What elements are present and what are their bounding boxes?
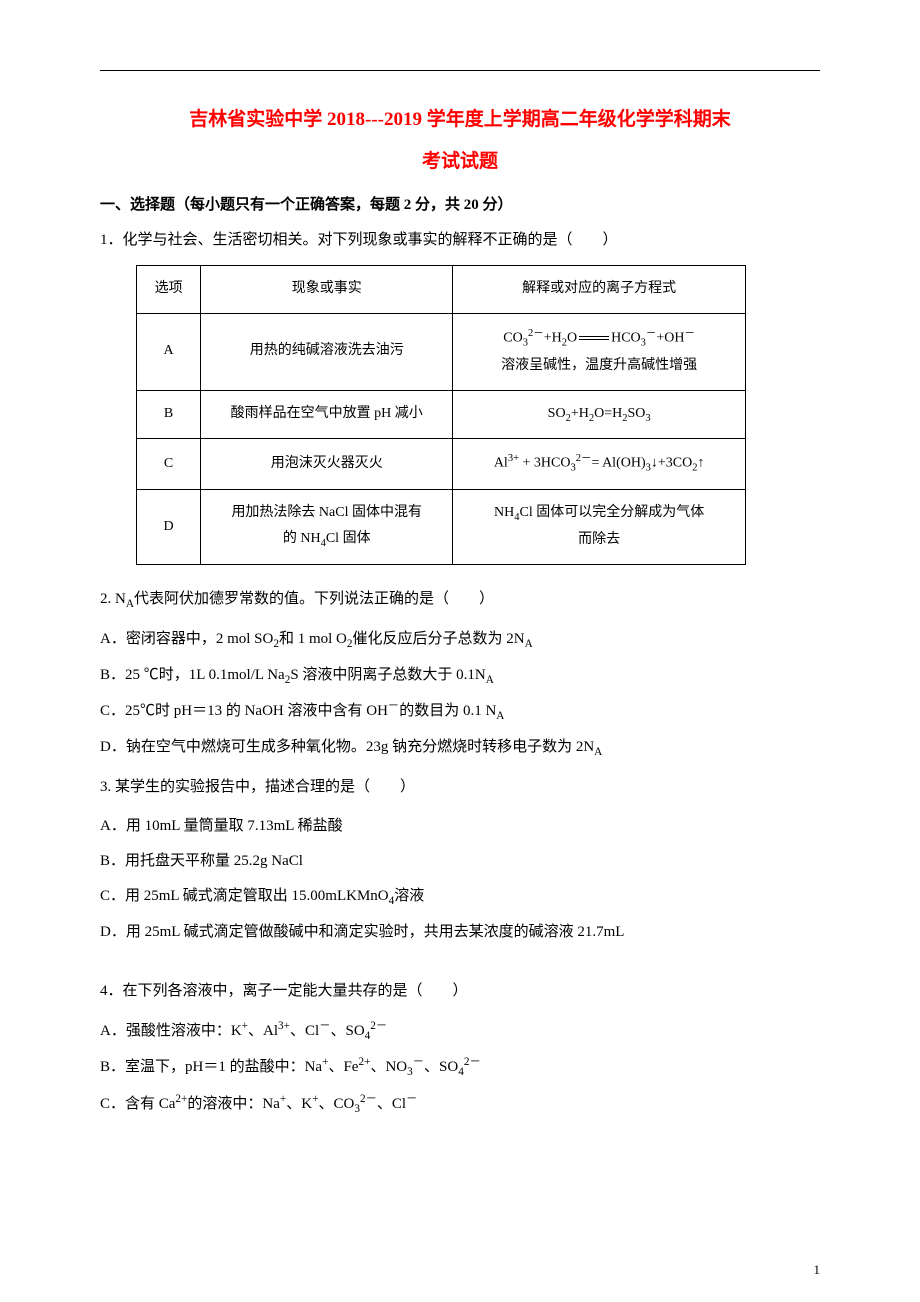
q1-c-opt: C	[137, 439, 201, 489]
q1-b-opt: B	[137, 390, 201, 439]
page-number: 1	[814, 1262, 821, 1278]
q1-c-fact: 用泡沫灭火器灭火	[201, 439, 453, 489]
q1-d-opt: D	[137, 489, 201, 564]
q1-d-explain: NH4Cl 固体可以完全分解成为气体而除去	[453, 489, 746, 564]
q4-option-b: B．室温下，pH＝1 的盐酸中：Na+、Fe2+、NO3－、SO42－	[100, 1050, 820, 1085]
q3-option-a: A．用 10mL 量筒量取 7.13mL 稀盐酸	[100, 810, 820, 843]
q1-th-explain: 解释或对应的离子方程式	[453, 266, 746, 314]
q2-option-a: A．密闭容器中，2 mol SO2和 1 mol O2催化反应后分子总数为 2N…	[100, 623, 820, 657]
section-1-heading: 一、选择题（每小题只有一个正确答案，每题 2 分，共 20 分）	[100, 193, 820, 214]
q1-a-explain: CO32－+H2OHCO3－+OH－溶液呈碱性，温度升高碱性增强	[453, 313, 746, 390]
q3-option-d: D．用 25mL 碱式滴定管做酸碱中和滴定实验时，共用去某浓度的碱溶液 21.7…	[100, 916, 820, 949]
q2-option-d: D．钠在空气中燃烧可生成多种氧化物。23g 钠充分燃烧时转移电子数为 2NA	[100, 731, 820, 765]
q2-option-c: C．25℃时 pH＝13 的 NaOH 溶液中含有 OH－的数目为 0.1 NA	[100, 694, 820, 729]
q4-option-c: C．含有 Ca2+的溶液中：Na+、K+、CO32－、Cl－	[100, 1087, 820, 1122]
table-header-row: 选项 现象或事实 解释或对应的离子方程式	[137, 266, 746, 314]
q3-stem: 3. 某学生的实验报告中，描述合理的是（ ）	[100, 771, 820, 804]
table-row: A 用热的纯碱溶液洗去油污 CO32－+H2OHCO3－+OH－溶液呈碱性，温度…	[137, 313, 746, 390]
q1-stem: 1．化学与社会、生活密切相关。对下列现象或事实的解释不正确的是（ ）	[100, 224, 820, 257]
q4-stem: 4．在下列各溶液中，离子一定能大量共存的是（ ）	[100, 975, 820, 1008]
table-row: C 用泡沫灭火器灭火 Al3+ + 3HCO32－= Al(OH)3↓+3CO2…	[137, 439, 746, 489]
q1-d-fact: 用加热法除去 NaCl 固体中混有的 NH4Cl 固体	[201, 489, 453, 564]
q1-b-explain: SO2+H2O=H2SO3	[453, 390, 746, 439]
q1-b-fact: 酸雨样品在空气中放置 pH 减小	[201, 390, 453, 439]
q1-table: 选项 现象或事实 解释或对应的离子方程式 A 用热的纯碱溶液洗去油污 CO32－…	[136, 265, 746, 565]
table-row: D 用加热法除去 NaCl 固体中混有的 NH4Cl 固体 NH4Cl 固体可以…	[137, 489, 746, 564]
top-rule	[100, 70, 820, 71]
q1-th-opt: 选项	[137, 266, 201, 314]
table-row: B 酸雨样品在空气中放置 pH 减小 SO2+H2O=H2SO3	[137, 390, 746, 439]
q2-stem: 2. NA代表阿伏加德罗常数的值。下列说法正确的是（ ）	[100, 583, 820, 617]
page: 吉林省实验中学 2018---2019 学年度上学期高二年级化学学科期末 考试试…	[0, 0, 920, 1302]
q1-c-explain: Al3+ + 3HCO32－= Al(OH)3↓+3CO2↑	[453, 439, 746, 489]
q1-th-fact: 现象或事实	[201, 266, 453, 314]
q3-option-c: C．用 25mL 碱式滴定管取出 15.00mLKMnO4溶液	[100, 880, 820, 914]
doc-title-line1: 吉林省实验中学 2018---2019 学年度上学期高二年级化学学科期末	[100, 101, 820, 139]
q1-a-fact: 用热的纯碱溶液洗去油污	[201, 313, 453, 390]
q2-option-b: B．25 ℃时，1L 0.1mol/L Na2S 溶液中阴离子总数大于 0.1N…	[100, 659, 820, 693]
doc-title-line2: 考试试题	[100, 143, 820, 181]
q4-option-a: A．强酸性溶液中：K+、Al3+、Cl－、SO42－	[100, 1014, 820, 1049]
q3-option-b: B．用托盘天平称量 25.2g NaCl	[100, 845, 820, 878]
q1-a-opt: A	[137, 313, 201, 390]
